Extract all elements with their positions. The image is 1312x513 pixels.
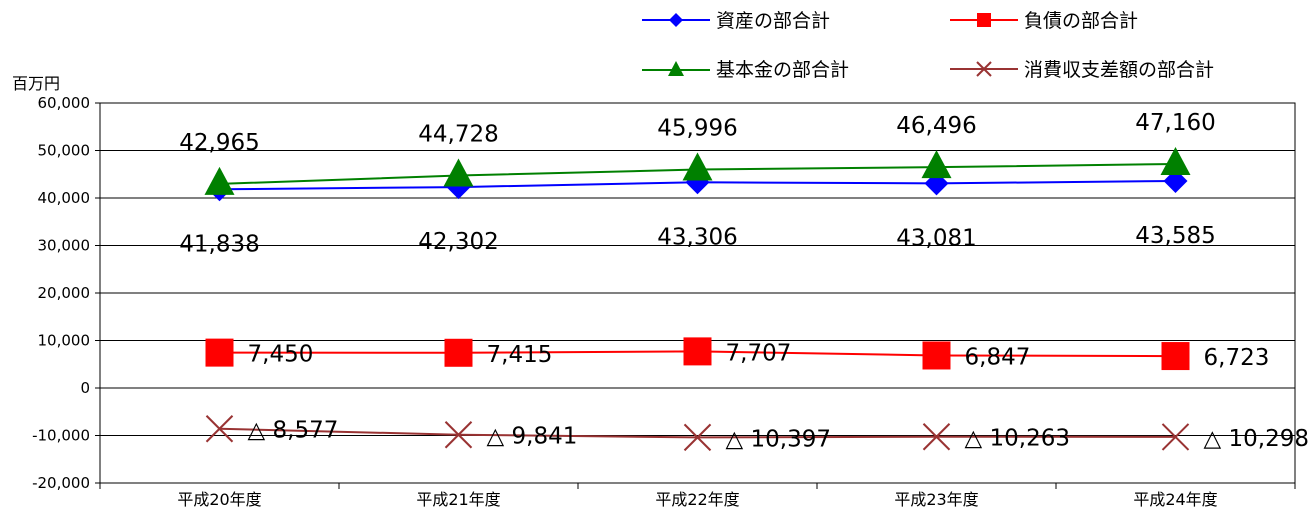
legend-label-liabilities: 負債の部合計 <box>1024 10 1139 32</box>
legend-item-balance: 消費収支差額の部合計 <box>948 55 1214 82</box>
data-point-triangle <box>682 152 713 181</box>
legend-item-assets: 資産の部合計 <box>640 6 830 33</box>
data-point-x <box>1161 423 1190 451</box>
y-tick-label: 60,000 <box>38 94 91 112</box>
data-label: 47,160 <box>1135 110 1215 136</box>
legend-item-liabilities: 負債の部合計 <box>948 6 1138 33</box>
data-label: 7,415 <box>487 342 553 368</box>
data-point-triangle <box>921 150 952 179</box>
data-label: △ 10,298 <box>1204 426 1309 452</box>
data-label: 7,707 <box>726 340 792 366</box>
data-point-square <box>683 337 712 366</box>
legend-label-assets: 資産の部合計 <box>716 10 831 32</box>
data-label: △ 10,397 <box>726 426 831 452</box>
data-point-x <box>922 423 951 451</box>
legend-label-balance: 消費収支差額の部合計 <box>1024 59 1215 81</box>
legend-triangle-marker-icon <box>642 60 710 76</box>
plot-frame <box>99 102 1296 484</box>
data-label: 44,728 <box>418 122 498 148</box>
data-point-triangle <box>1160 146 1191 175</box>
y-tick-label: 0 <box>80 379 90 397</box>
data-label: 42,302 <box>418 229 498 255</box>
data-point-x <box>444 421 473 449</box>
data-label: 46,496 <box>896 113 976 139</box>
data-point-square <box>205 338 234 367</box>
data-point-triangle <box>204 166 235 195</box>
data-point-x <box>205 415 234 443</box>
data-label: 41,838 <box>179 231 259 257</box>
data-label: △ 10,263 <box>965 426 1070 452</box>
x-tick-label: 平成24年度 <box>1133 490 1217 509</box>
legend-label-fund: 基本金の部合計 <box>716 59 850 81</box>
y-tick-label: 40,000 <box>38 189 91 207</box>
legend-square-marker-icon <box>950 12 1018 27</box>
data-label: 43,306 <box>657 224 737 250</box>
y-axis-unit-label: 百万円 <box>12 74 61 93</box>
data-point-triangle <box>443 158 474 187</box>
x-tick-label: 平成23年度 <box>894 490 978 509</box>
data-label: 43,081 <box>896 225 976 251</box>
y-tick-label: 20,000 <box>38 284 91 302</box>
legend-x-marker-icon <box>950 60 1018 77</box>
data-label: 7,450 <box>248 342 314 368</box>
data-label: 6,847 <box>965 344 1031 370</box>
data-point-square <box>444 338 473 367</box>
data-point-square <box>922 341 951 370</box>
data-label: 43,585 <box>1135 223 1215 249</box>
data-label: △ 8,577 <box>248 418 339 444</box>
y-tick-label: 50,000 <box>38 142 91 160</box>
data-label: 45,996 <box>657 116 737 142</box>
y-tick-label: -20,000 <box>32 474 90 492</box>
y-tick-label: -10,000 <box>32 427 90 445</box>
data-label: 42,965 <box>179 130 259 156</box>
x-tick-label: 平成22年度 <box>655 490 739 509</box>
data-label: 6,723 <box>1204 345 1270 371</box>
data-label: △ 9,841 <box>487 424 578 450</box>
y-tick-label: 10,000 <box>38 332 91 350</box>
x-tick-label: 平成20年度 <box>177 490 261 509</box>
legend-diamond-marker-icon <box>642 12 710 27</box>
legend-item-fund: 基本金の部合計 <box>640 55 849 82</box>
x-tick-label: 平成21年度 <box>416 490 500 509</box>
data-point-x <box>683 423 712 452</box>
data-point-square <box>1161 342 1190 371</box>
y-tick-label: 30,000 <box>38 237 91 255</box>
